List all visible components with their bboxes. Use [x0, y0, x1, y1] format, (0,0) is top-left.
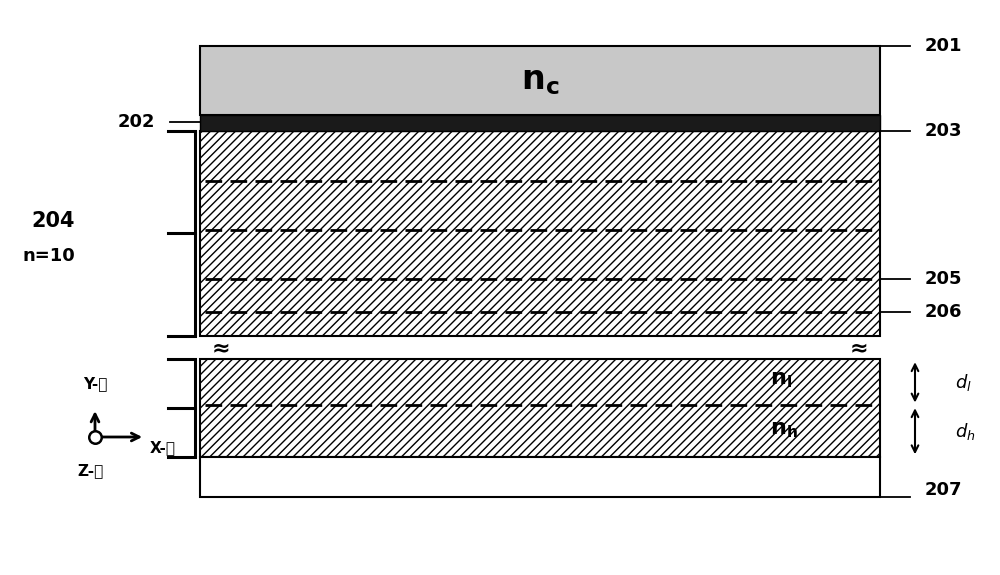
Text: X-轴: X-轴 — [150, 440, 176, 455]
Text: $\mathbf{n_h}$: $\mathbf{n_h}$ — [770, 420, 798, 439]
Bar — [200, 131, 880, 336]
Bar — [200, 359, 880, 457]
Text: $d_h$: $d_h$ — [955, 421, 976, 442]
Text: n=10: n=10 — [22, 247, 75, 265]
Text: Y-轴: Y-轴 — [83, 376, 107, 391]
Bar — [200, 457, 880, 497]
Bar — [200, 46, 880, 115]
Text: 203: 203 — [925, 121, 962, 140]
Text: $\mathbf{n_c}$: $\mathbf{n_c}$ — [521, 64, 559, 97]
Text: 207: 207 — [925, 481, 962, 499]
Bar — [200, 115, 880, 131]
Text: 205: 205 — [925, 270, 962, 288]
Text: 201: 201 — [925, 37, 962, 55]
Text: $d_l$: $d_l$ — [955, 372, 972, 393]
Text: ≈: ≈ — [212, 338, 231, 358]
Text: ≈: ≈ — [849, 338, 868, 358]
Text: Z-轴: Z-轴 — [77, 463, 103, 478]
Text: $\mathbf{n_l}$: $\mathbf{n_l}$ — [770, 370, 792, 389]
Text: 202: 202 — [118, 113, 155, 132]
Text: 204: 204 — [32, 212, 75, 231]
Text: 206: 206 — [925, 302, 962, 321]
